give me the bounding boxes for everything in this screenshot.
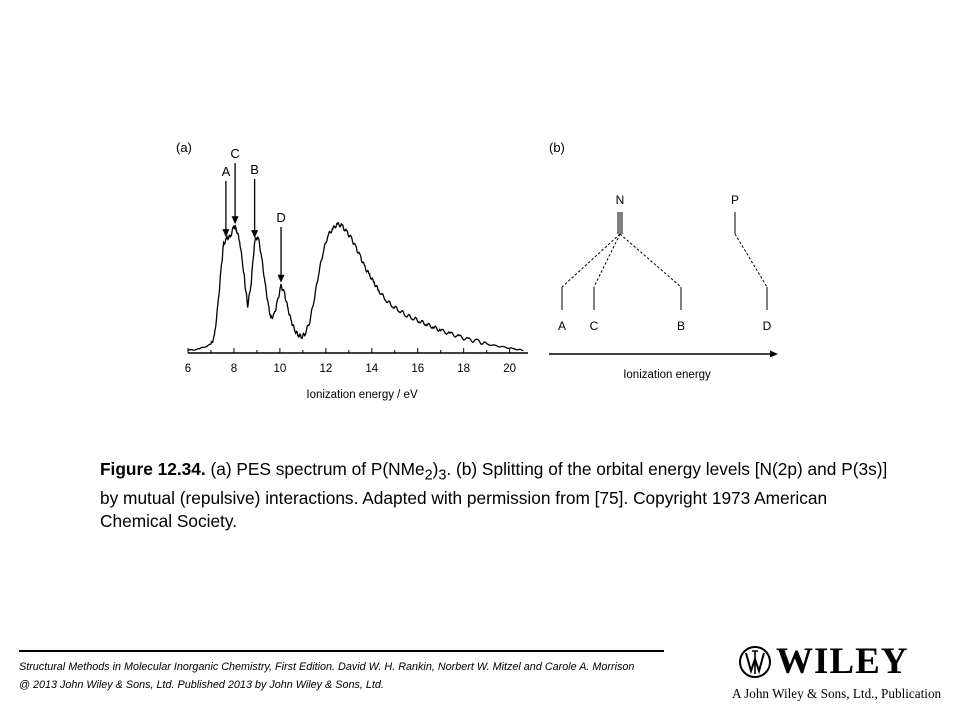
split-level-label: A (558, 319, 566, 333)
x-tick-label: 6 (185, 363, 191, 375)
caption-subscript: 2 (424, 467, 433, 484)
wiley-emblem-icon (739, 646, 771, 678)
energy-axis-arrow-head (770, 350, 778, 358)
citation-line: Structural Methods in Molecular Inorgani… (19, 661, 635, 673)
pes-figure: (a) 6 8 10 12 14 16 18 20 Ionization energy / eV… (176, 140, 778, 401)
split-level-label: B (677, 319, 685, 333)
pes-spectrum-line (187, 221, 524, 352)
correlation-line (734, 233, 768, 288)
peak-arrow-head (251, 230, 259, 239)
parent-label-N: N (616, 193, 625, 207)
panel-a-label: (a) (176, 140, 192, 155)
peak-arrow-head (231, 216, 239, 225)
caption-text: . (b) Splitting of the orbital energy le… (100, 459, 888, 532)
peak-arrow-head (222, 229, 230, 238)
panel-a-spectrum: 6 8 10 12 14 16 18 20 Ionization energy / eV ACB D (185, 146, 528, 401)
parent-label-P: P (731, 193, 739, 207)
peak-arrow-head (277, 274, 285, 283)
caption-figure-label: Figure 12.34. (100, 459, 206, 479)
correlation-line (561, 233, 621, 288)
x-tick-label: 14 (365, 363, 378, 375)
caption-text: (a) PES spectrum of P(NMe (205, 459, 425, 479)
wiley-wordmark: WILEY (776, 641, 909, 682)
wiley-tagline: A John Wiley & Sons, Ltd., Publication (732, 686, 942, 701)
citation-footer: Structural Methods in Molecular Inorgani… (19, 658, 739, 694)
split-level-label: C (590, 319, 599, 333)
correlation-line (619, 233, 682, 288)
x-tick-label: 8 (231, 363, 237, 375)
x-axis-label: Ionization energy / eV (306, 389, 418, 401)
caption-text: ) (432, 459, 439, 479)
peak-label: C (230, 146, 239, 161)
x-tick-label: 12 (319, 363, 332, 375)
x-tick-label: 18 (457, 363, 470, 375)
peak-label: B (250, 162, 259, 177)
panel-b-energy-diagram: Ionization energy N P A C B D (549, 193, 778, 381)
x-tick-label: 10 (273, 363, 286, 375)
caption-subscript: 3 (438, 467, 447, 484)
footer-divider (19, 650, 664, 652)
split-level-label: D (763, 319, 772, 333)
x-tick-label: 16 (411, 363, 424, 375)
energy-axis-label: Ionization energy (623, 369, 711, 381)
correlation-line (593, 233, 621, 288)
x-tick-label: 20 (503, 363, 516, 375)
panel-b-label: (b) (549, 140, 565, 155)
peak-label: A (222, 164, 231, 179)
figure-caption: Figure 12.34. (a) PES spectrum of P(NMe2… (100, 458, 900, 533)
peak-label: D (276, 210, 285, 225)
wiley-logo: WILEY A John Wiley & Sons, Ltd., Publica… (728, 640, 948, 710)
copyright-line: @ 2013 John Wiley & Sons, Ltd. Published… (19, 679, 384, 691)
